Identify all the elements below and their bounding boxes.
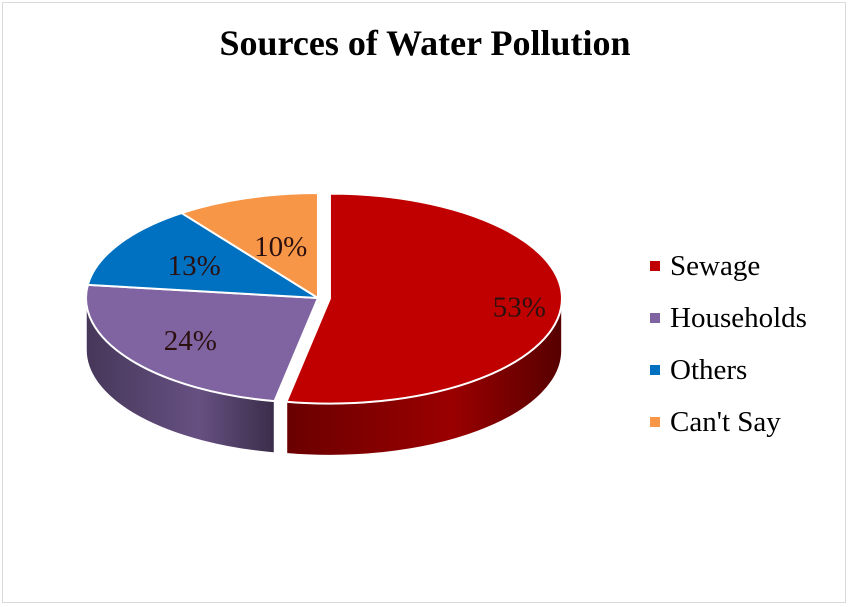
legend: Sewage Households Others Can't Say xyxy=(650,240,807,448)
legend-label-sewage: Sewage xyxy=(670,249,761,282)
legend-label-cant-say: Can't Say xyxy=(670,405,781,438)
chart-title: Sources of Water Pollution xyxy=(219,23,631,63)
data-label-sewage: 53% xyxy=(493,292,546,324)
data-label-can-t-say: 10% xyxy=(254,231,307,263)
legend-item-cant-say: Can't Say xyxy=(650,396,807,448)
legend-swatch-households xyxy=(650,313,660,323)
slice-others xyxy=(86,211,319,299)
legend-label-households: Households xyxy=(670,301,807,334)
legend-swatch-sewage xyxy=(650,261,660,271)
legend-label-others: Others xyxy=(670,353,748,386)
legend-item-others: Others xyxy=(650,344,807,396)
slice-can-t-say xyxy=(179,191,319,300)
data-label-others: 13% xyxy=(168,250,221,282)
legend-item-sewage: Sewage xyxy=(650,240,807,292)
legend-swatch-others xyxy=(650,365,660,375)
legend-swatch-cant-say xyxy=(650,417,660,427)
pie-top-layer xyxy=(85,191,563,405)
legend-item-households: Households xyxy=(650,292,807,344)
pie-label-layer: 53% 24% 13% 10% xyxy=(164,231,546,357)
data-label-households: 24% xyxy=(164,325,217,357)
slice-sewage xyxy=(285,192,563,405)
slice-households xyxy=(85,283,320,403)
